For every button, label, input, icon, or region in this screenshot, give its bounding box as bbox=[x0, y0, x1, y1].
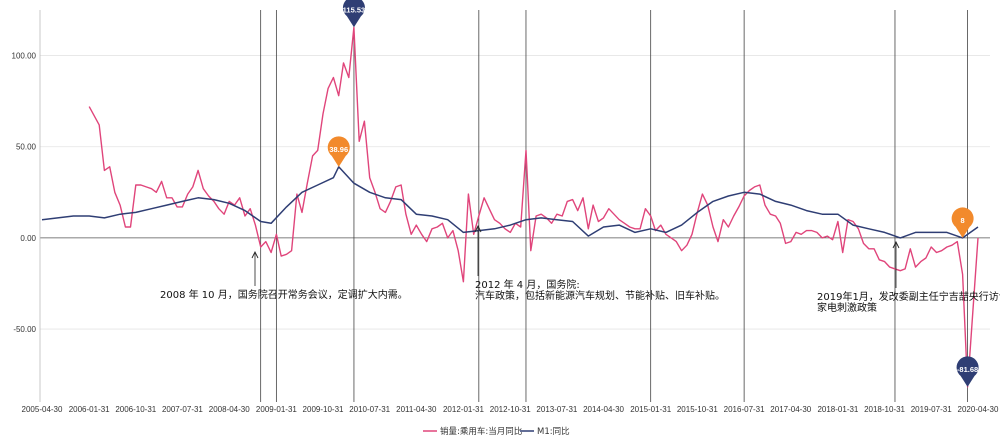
annotation-arrowhead bbox=[474, 224, 482, 233]
x-tick-label: 2010-07-31 bbox=[349, 405, 390, 414]
x-tick-label: 2011-04-30 bbox=[396, 405, 437, 414]
y-tick-label: 100.00 bbox=[12, 52, 37, 61]
x-tick-label: 2009-10-31 bbox=[303, 405, 344, 414]
x-tick-label: 2008-04-30 bbox=[209, 405, 250, 414]
y-tick-label: -50.00 bbox=[13, 325, 36, 334]
marker-pin bbox=[342, 0, 365, 28]
annotation-text: 汽车政策，包括新能源汽车规划、节能补贴、旧车补贴。 bbox=[475, 289, 725, 302]
series-sales bbox=[88, 26, 979, 388]
series-m1 bbox=[41, 166, 979, 239]
x-tick-label: 2018-10-31 bbox=[864, 405, 905, 414]
marker-label: 115.53 bbox=[343, 5, 366, 14]
x-tick-label: 2015-01-31 bbox=[630, 405, 671, 414]
y-tick-label: 50.00 bbox=[16, 143, 37, 152]
y-tick-labels: 100.00 50.00 0.00 -50.00 bbox=[12, 52, 37, 334]
sales-line bbox=[88, 26, 979, 388]
marker-pin bbox=[951, 207, 974, 238]
x-tick-label: 2007-07-31 bbox=[162, 405, 203, 414]
event-lines bbox=[260, 10, 968, 402]
annotation-text: 2008 年 10 月，国务院召开常务会议，定调扩大内需。 bbox=[160, 288, 408, 301]
x-tick-label: 2019-07-31 bbox=[911, 405, 952, 414]
x-tick-label: 2017-04-30 bbox=[770, 405, 811, 414]
y-tick-label: 0.00 bbox=[20, 234, 36, 243]
value-markers: 115.53 38.96 8 -81.68 bbox=[327, 0, 979, 387]
x-tick-label: 2006-01-31 bbox=[69, 405, 110, 414]
annotation-text: 2019年1月，发改委副主任宁吉喆央行访谈，表示 bbox=[817, 290, 1000, 303]
legend[interactable]: 销量:乘用车:当月同比 M1:同比 bbox=[423, 426, 570, 437]
x-tick-label: 2018-01-31 bbox=[817, 405, 858, 414]
x-tick-label: 2012-10-31 bbox=[490, 405, 531, 414]
m1-line bbox=[41, 166, 979, 239]
marker-label: 38.96 bbox=[329, 145, 348, 154]
annotation-arrowhead bbox=[892, 240, 900, 249]
legend-label-sales: 销量:乘用车:当月同比 bbox=[440, 426, 522, 437]
x-tick-label: 2015-10-31 bbox=[677, 405, 718, 414]
annotation-arrowhead bbox=[251, 250, 259, 259]
x-tick-labels: 2005-04-30 2006-01-31 2006-10-31 2007-07-31… bbox=[22, 405, 999, 414]
annotation-text: 家电刺激政策 bbox=[817, 301, 877, 314]
marker-label: -81.68 bbox=[957, 365, 978, 374]
x-tick-label: 2016-07-31 bbox=[724, 405, 765, 414]
x-tick-label: 2013-07-31 bbox=[536, 405, 577, 414]
x-tick-label: 2012-01-31 bbox=[443, 405, 484, 414]
grid-lines bbox=[39, 10, 990, 402]
annotations: 2008 年 10 月，国务院召开常务会议，定调扩大内需。 2012 年 4 月，… bbox=[160, 224, 1000, 314]
x-tick-label: 2006-10-31 bbox=[115, 405, 156, 414]
legend-label-m1: M1:同比 bbox=[537, 426, 570, 437]
x-tick-label: 2014-04-30 bbox=[583, 405, 624, 414]
marker-pin bbox=[956, 356, 979, 387]
marker-pin bbox=[327, 136, 350, 167]
annotation-text: 2012 年 4 月，国务院: bbox=[475, 278, 580, 291]
x-tick-label: 2009-01-31 bbox=[256, 405, 297, 414]
x-tick-label: 2020-04-30 bbox=[958, 405, 999, 414]
x-tick-label: 2005-04-30 bbox=[22, 405, 63, 414]
marker-label: 8 bbox=[961, 216, 965, 225]
